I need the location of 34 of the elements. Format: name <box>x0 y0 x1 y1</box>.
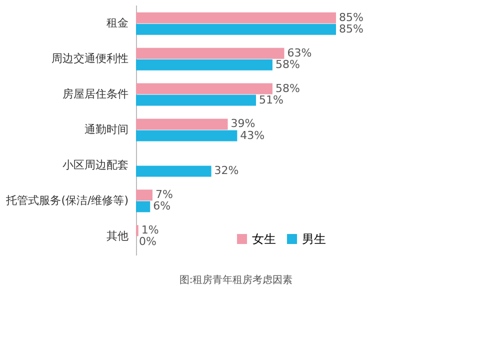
data-label: 1% <box>141 224 159 237</box>
data-label: 43% <box>240 128 265 142</box>
bar <box>136 118 228 130</box>
bar <box>136 59 272 70</box>
legend-label: 男生 <box>302 232 326 246</box>
y-tick-label: 房屋居住条件 <box>62 88 128 101</box>
bar <box>136 166 212 177</box>
data-label: 7% <box>155 188 173 202</box>
legend-label: 女生 <box>252 232 276 246</box>
data-label: 32% <box>214 164 239 178</box>
data-label: 63% <box>287 46 312 60</box>
y-tick-label: 租金 <box>106 16 128 30</box>
bar <box>136 190 152 201</box>
bar <box>136 83 272 94</box>
data-label: 51% <box>259 93 284 106</box>
bar <box>136 48 284 59</box>
data-label: 85% <box>339 22 364 36</box>
data-label: 6% <box>153 200 171 213</box>
bar <box>136 12 336 24</box>
y-tick-label: 其他 <box>106 229 128 242</box>
text: 图:租房青年租房考虑因素 <box>179 274 293 286</box>
bar <box>136 201 150 212</box>
bar <box>136 94 256 106</box>
data-label: 58% <box>275 82 300 95</box>
y-tick-label: 托管式服务(保洁/维修等) <box>5 194 128 207</box>
data-label: 39% <box>230 117 256 130</box>
y-tick-label: 小区周边配套 <box>62 158 128 172</box>
data-label: 58% <box>275 58 300 71</box>
data-label: 0% <box>139 235 156 248</box>
data-label: 85% <box>339 10 364 24</box>
bar <box>136 24 336 35</box>
bar <box>136 130 238 142</box>
y-tick-label: 周边交通便利性 <box>52 52 128 66</box>
y-tick-label: 通勤时间 <box>84 123 128 136</box>
